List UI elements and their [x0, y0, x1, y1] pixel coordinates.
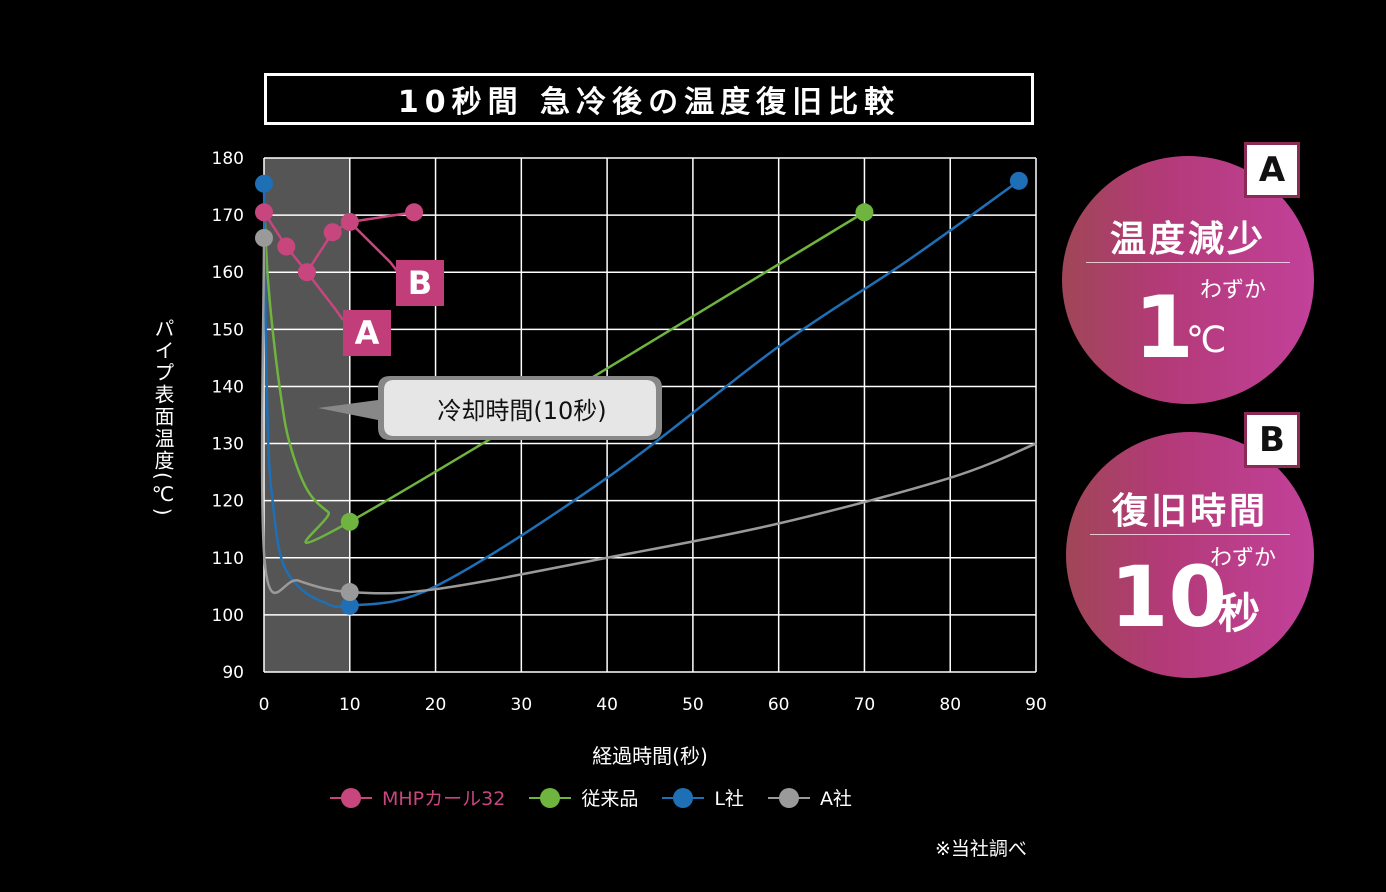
- series-point-2: [340, 596, 359, 615]
- y-tick-label: 130: [212, 435, 244, 455]
- series-point-3: [255, 228, 273, 247]
- y-tick-label: 110: [212, 549, 244, 569]
- y-tick-label: 170: [212, 206, 244, 226]
- legend-item-mhp: MHPカール32: [330, 784, 505, 811]
- badge-a-heading: 温度減少: [1109, 219, 1266, 260]
- legend: MHPカール32 従来品 L社 A社: [330, 784, 852, 811]
- flag-a: A: [343, 310, 391, 356]
- x-tick-label: 60: [768, 695, 790, 715]
- badge-b-value: 10: [1110, 548, 1227, 646]
- legend-swatch-a-company: [767, 787, 810, 808]
- series-point-1: [340, 512, 359, 531]
- chart-title: 10秒間 急冷後の温度復旧比較: [264, 73, 1034, 125]
- source-note: ※当社調べ: [935, 838, 1027, 860]
- legend-swatch-l-company: [662, 787, 705, 808]
- y-tick-label: 160: [212, 263, 244, 283]
- series-line-3: [260, 237, 1037, 595]
- callout-bubble: [318, 368, 668, 448]
- badge-b-divider: [1090, 534, 1290, 535]
- badge-b-heading: 復旧時間: [1111, 491, 1268, 532]
- x-tick-label: 90: [1025, 695, 1047, 715]
- series-point-0: [255, 203, 273, 222]
- badge-b-tag: B: [1244, 412, 1300, 468]
- x-tick-label: 50: [682, 695, 704, 715]
- series-point-0: [277, 237, 296, 256]
- legend-label-conventional: 従来品: [581, 788, 639, 810]
- x-tick-label: 20: [425, 695, 447, 715]
- y-tick-label: 180: [212, 149, 244, 169]
- flag-a-pointer: [305, 271, 345, 321]
- y-axis-label: パイプ表面温度(℃): [151, 318, 175, 518]
- flag-b: B: [396, 260, 444, 306]
- badge-b-sub: わずか: [1210, 546, 1277, 571]
- legend-label-a-company: A社: [819, 788, 852, 810]
- badge-a-sub: わずか: [1200, 278, 1267, 303]
- x-tick-label: 30: [511, 695, 533, 715]
- series-point-0: [323, 223, 342, 242]
- series-point-1: [855, 203, 874, 222]
- badge-a-tag: A: [1244, 142, 1300, 198]
- x-tick-label: 0: [259, 695, 270, 715]
- callout-text: 冷却時間(10秒): [437, 396, 607, 425]
- badge-b-unit: 秒: [1218, 589, 1261, 638]
- badge-a-divider: [1086, 262, 1290, 263]
- y-tick-label: 150: [212, 320, 244, 340]
- x-axis-label: 経過時間(秒): [592, 744, 708, 768]
- legend-item-a-company: A社: [767, 784, 852, 811]
- badge-a-unit: ℃: [1186, 320, 1227, 361]
- legend-item-conventional: 従来品: [529, 784, 638, 811]
- x-tick-label: 80: [939, 695, 961, 715]
- series-point-2: [255, 174, 273, 193]
- x-tick-label: 10: [339, 695, 361, 715]
- legend-swatch-conventional: [529, 787, 572, 808]
- legend-swatch-mhp: [330, 787, 372, 808]
- badge-a-value: 1: [1134, 278, 1194, 378]
- series-point-3: [340, 583, 359, 602]
- legend-label-mhp: MHPカール32: [382, 788, 506, 810]
- y-tick-label: 90: [222, 663, 244, 683]
- series-point-2: [1009, 171, 1028, 190]
- y-tick-label: 100: [212, 606, 244, 626]
- x-tick-label: 40: [596, 695, 618, 715]
- y-tick-label: 140: [212, 377, 244, 397]
- flag-b-pointer: [348, 221, 399, 273]
- legend-label-l-company: L社: [714, 788, 744, 810]
- y-tick-label: 120: [212, 492, 244, 512]
- series-point-0: [405, 203, 424, 222]
- badge-b-circle: 復旧時間 わずか 10 秒: [1066, 432, 1314, 678]
- x-tick-label: 70: [854, 695, 876, 715]
- legend-item-l-company: L社: [662, 784, 744, 811]
